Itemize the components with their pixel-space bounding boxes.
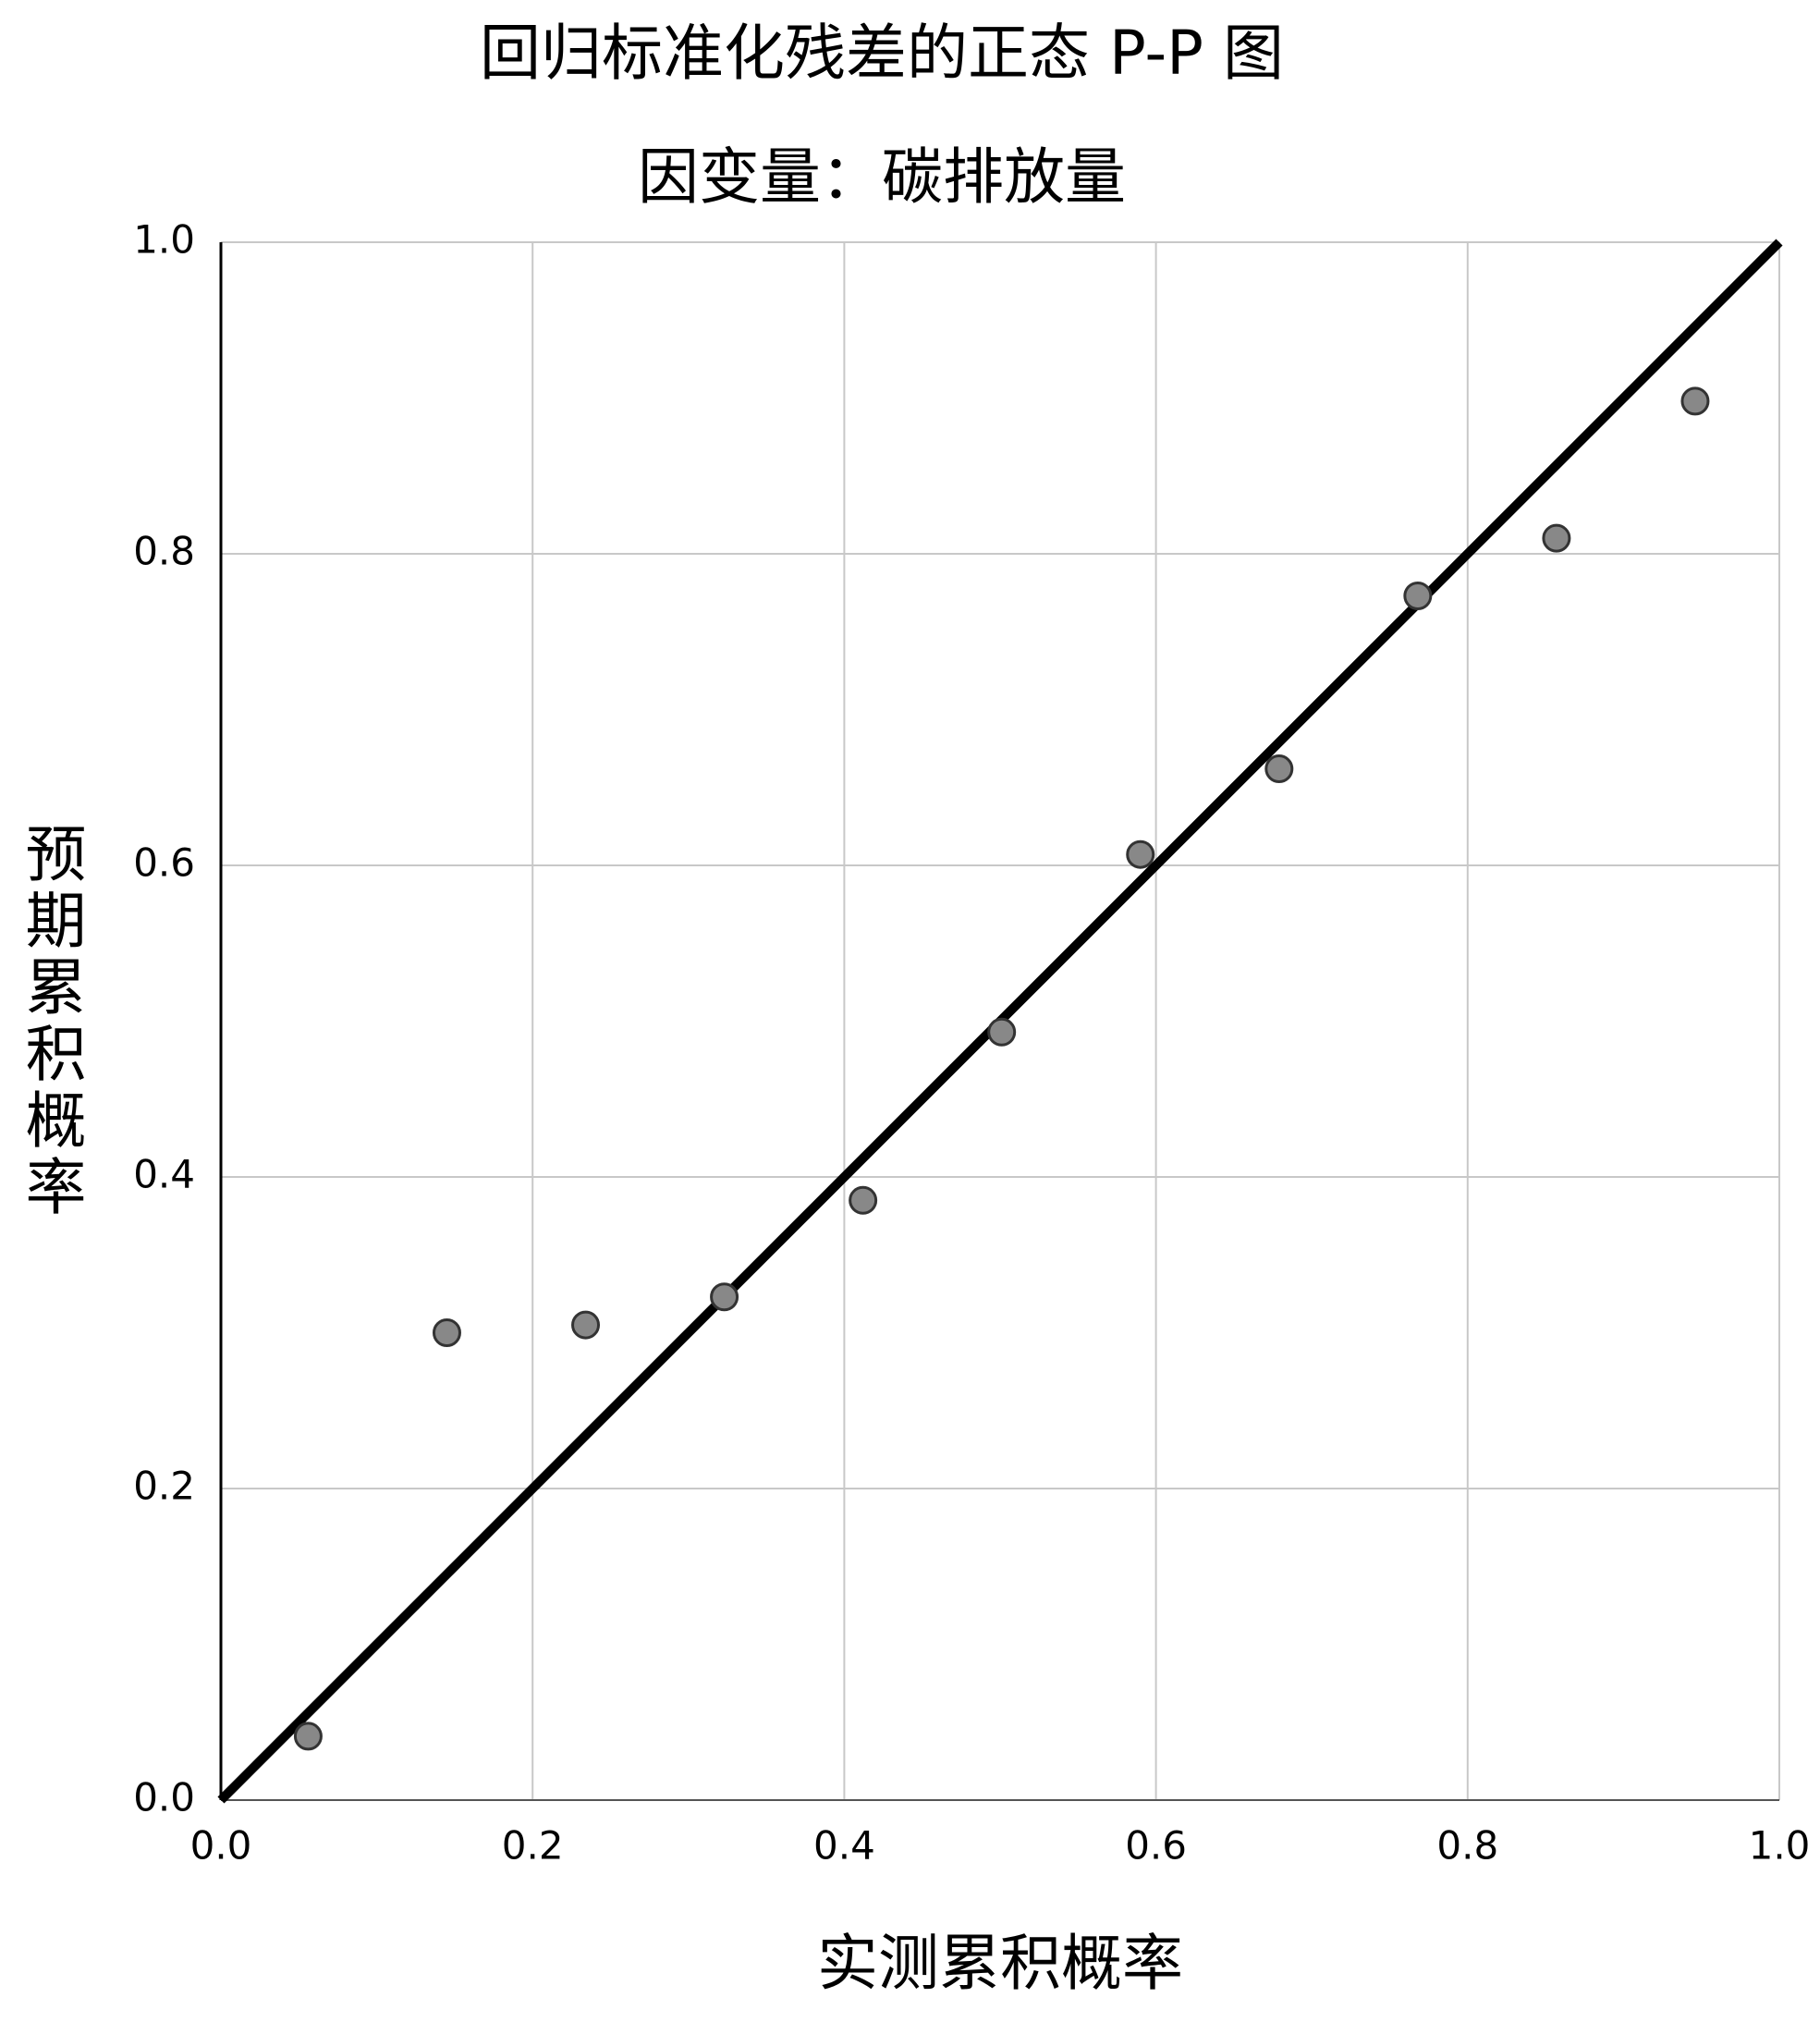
x-tick-label: 1.0 — [1749, 1823, 1811, 1869]
y-tick-label: 0.2 — [133, 1464, 195, 1509]
y-axis-label: 预期累积概率 — [16, 822, 87, 1221]
point — [849, 1185, 878, 1215]
y-tick-label: 1.0 — [133, 217, 195, 263]
point — [1126, 839, 1155, 869]
chart-subtitle: 因变量：碳排放量 — [638, 141, 1126, 213]
y-tick-label: 0.6 — [133, 840, 195, 886]
point — [987, 1017, 1017, 1047]
point — [571, 1310, 601, 1340]
point — [1403, 581, 1433, 610]
x-tick-label: 0.2 — [502, 1823, 564, 1869]
chart-title: 回归标准化残差的正态 P-P 图 — [480, 18, 1284, 89]
point — [1542, 523, 1571, 553]
point — [1264, 754, 1294, 784]
y-tick-label: 0.8 — [133, 529, 195, 574]
point — [710, 1282, 739, 1312]
x-tick-label: 0.6 — [1125, 1823, 1187, 1869]
x-axis-label: 实测累积概率 — [817, 1928, 1183, 1999]
y-tick-label: 0.0 — [133, 1775, 195, 1820]
x-tick-label: 0.4 — [813, 1823, 875, 1869]
point — [1680, 386, 1710, 416]
x-tick-label: 0.8 — [1436, 1823, 1498, 1869]
x-tick-label: 0.0 — [190, 1823, 252, 1869]
y-tick-label: 0.4 — [133, 1152, 195, 1197]
point — [432, 1318, 461, 1347]
point — [293, 1722, 323, 1751]
